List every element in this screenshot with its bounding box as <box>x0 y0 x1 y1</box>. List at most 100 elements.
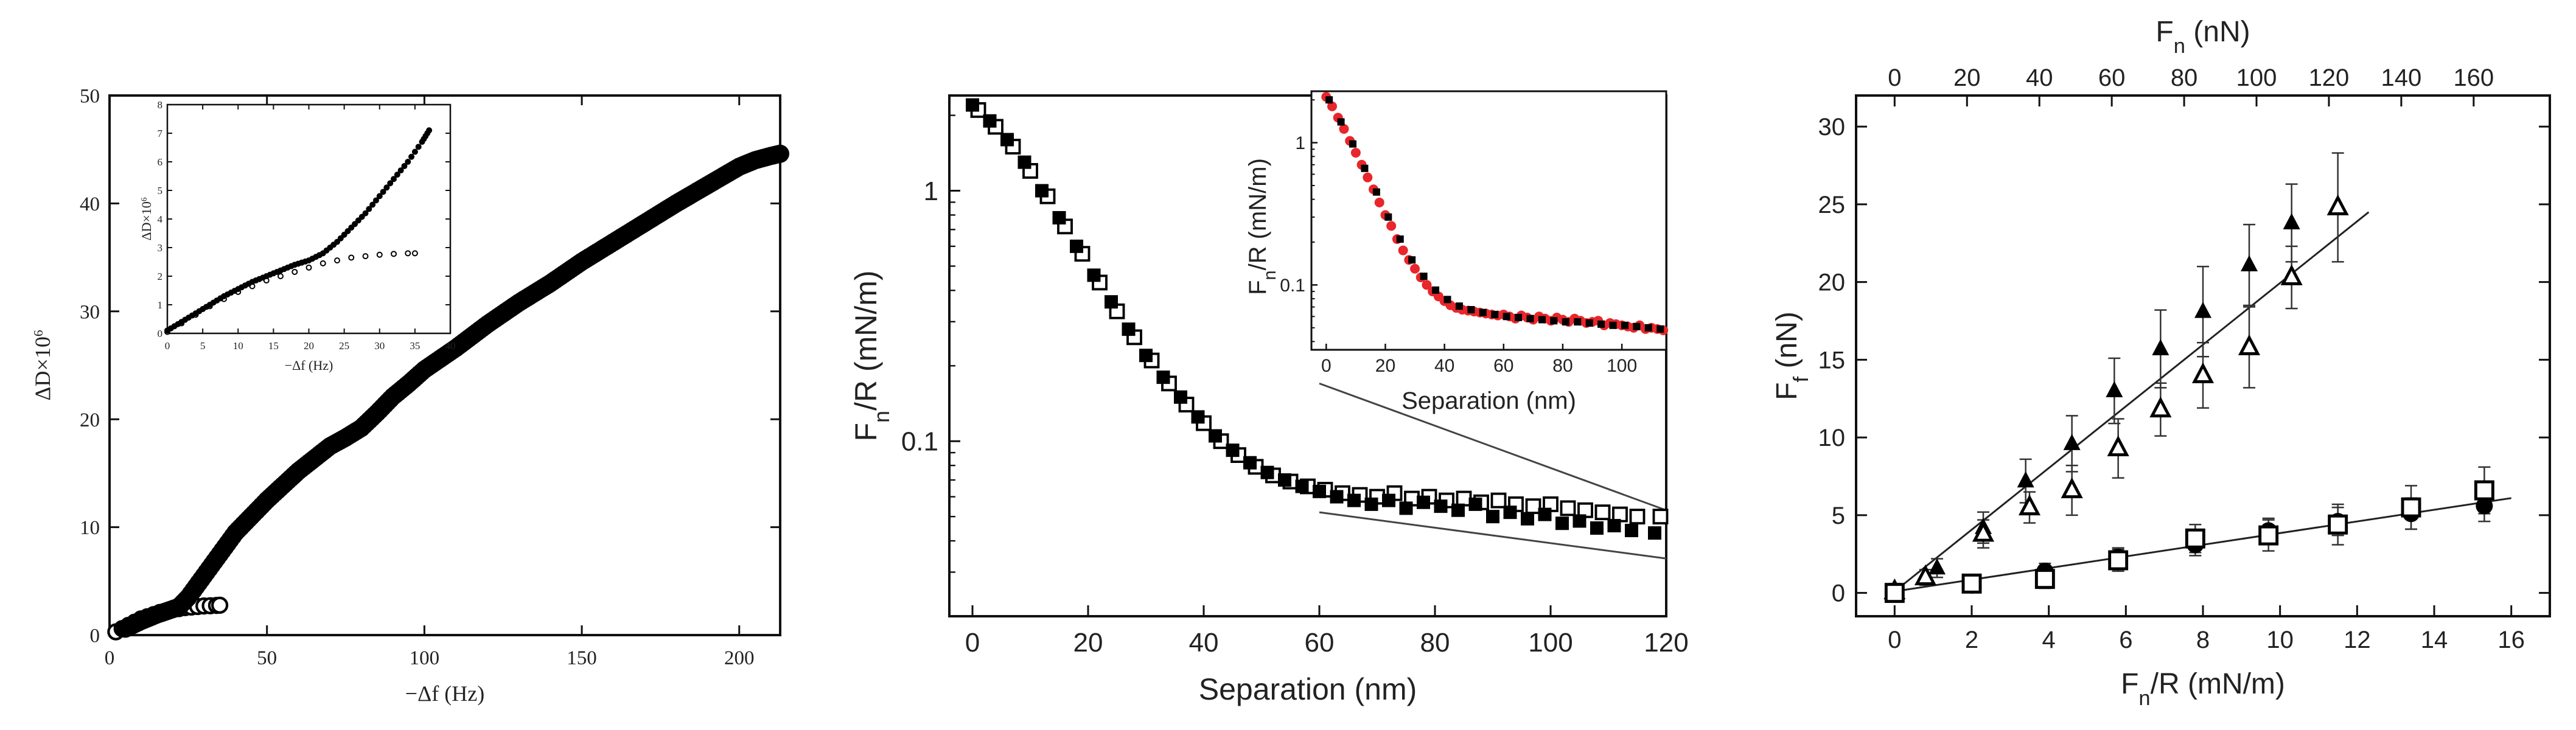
left-inset-point-filled <box>380 189 386 195</box>
right-point-open-square <box>2258 525 2279 546</box>
mid-point-filled <box>1122 322 1136 336</box>
right-fit-line <box>1894 211 2370 593</box>
mid-inset-xlabel: Separation (nm) <box>1401 388 1576 414</box>
right-ytick-label: 10 <box>1818 425 1846 451</box>
mid-point-open <box>1652 509 1669 525</box>
mid-inset-point-black <box>1621 321 1628 329</box>
left-ytick-label: 50 <box>80 86 100 108</box>
right-top-xtick-label: 80 <box>2171 64 2198 91</box>
right-top-xtick-label: 60 <box>2098 64 2126 91</box>
mid-inset-point-red <box>1363 172 1373 182</box>
mid-point-filled <box>983 114 997 128</box>
left-inset-point-open <box>376 251 383 258</box>
mid-point-filled <box>1174 390 1187 404</box>
mid-point-filled <box>1648 526 1661 540</box>
mid-point-open <box>1560 500 1576 516</box>
right-point-open-square <box>2401 497 2421 518</box>
left-inset-xtick-label: 5 <box>200 340 206 352</box>
left-inset-xtick-label: 15 <box>268 340 279 352</box>
mid-ytick-label: 0.1 <box>901 427 938 457</box>
left-inset-point-filled <box>426 127 433 134</box>
mid-point-filled <box>1382 493 1395 507</box>
right-point-open-triangle <box>1972 521 1995 542</box>
left-inset-point-open <box>411 250 418 257</box>
mid-point-filled <box>1035 184 1049 198</box>
mid-inset-xtick-label: 100 <box>1607 356 1637 376</box>
mid-point-filled <box>1417 495 1430 509</box>
right-top-xtick-label: 0 <box>1888 64 1901 91</box>
right-top-xtick-label: 140 <box>2381 64 2422 91</box>
mid-inset-point-black <box>1609 321 1617 329</box>
right-point-filled-triangle <box>2194 302 2211 318</box>
left-ytick-label: 10 <box>80 517 100 539</box>
right-xtick-label: 14 <box>2421 627 2448 653</box>
mid-inset-point-black <box>1574 318 1582 326</box>
mid-inset-point-black <box>1633 322 1641 330</box>
left-xtick-label: 0 <box>105 647 115 669</box>
mid-point-filled <box>1226 443 1240 457</box>
mid-point-filled <box>1364 497 1378 511</box>
mid-point-open <box>1490 492 1507 509</box>
mid-inset-point-black <box>1585 319 1593 327</box>
mid-inset-point-red <box>1398 245 1408 255</box>
mid-inset-ytick-label: 0.1 <box>1280 276 1305 296</box>
mid-point-filled <box>1347 493 1361 507</box>
left-inset-ytick-label: 5 <box>158 185 163 196</box>
mid-point-open <box>1594 504 1611 521</box>
right-point-filled-triangle <box>2241 255 2258 272</box>
mid-inset-point-black <box>1372 188 1380 196</box>
right-point-filled-triangle <box>2152 339 2169 356</box>
mid-xtick-label: 40 <box>1189 628 1219 658</box>
right-ytick-label: 25 <box>1818 192 1846 218</box>
right-top-xlabel: Fn (nN) <box>2155 16 2250 58</box>
left-inset-point-filled <box>401 163 408 170</box>
right-point-open-triangle <box>2061 477 2083 498</box>
mid-point-filled <box>1538 507 1552 521</box>
left-inset-point-open <box>291 268 298 275</box>
mid-point-filled <box>1070 239 1083 253</box>
mid-inset-point-red <box>1374 197 1384 207</box>
left-inset-xlabel: −Δf (Hz) <box>285 358 333 373</box>
right-point-open-triangle <box>1914 564 1937 586</box>
right-point-open-square <box>1961 573 1982 594</box>
left-inset-ytick-label: 1 <box>158 299 163 311</box>
mid-point-filled <box>966 98 979 112</box>
mid-xlabel: Separation (nm) <box>1199 672 1417 706</box>
mid-inset-point-black <box>1656 325 1664 333</box>
left-inset-xtick-label: 10 <box>233 340 243 352</box>
right-xtick-label: 8 <box>2196 627 2210 653</box>
left-inset-point-filled <box>408 153 415 160</box>
mid-point-open <box>1525 498 1541 515</box>
right-point-open-triangle <box>2191 362 2215 383</box>
mid-inset-ytick-label: 1 <box>1295 133 1305 153</box>
right-point-filled-triangle <box>2017 471 2034 488</box>
left-xlabel: −Δf (Hz) <box>405 681 484 706</box>
left-inset-point-filled <box>366 206 372 212</box>
mid-point-filled <box>1399 501 1413 515</box>
right-ytick-label: 0 <box>1832 580 1845 607</box>
left-xtick-label: 150 <box>567 647 597 669</box>
mid-inset-point-black <box>1550 317 1558 325</box>
left-xtick-label: 50 <box>257 647 277 669</box>
right-point-open-triangle <box>2149 396 2172 418</box>
left-inset-ytick-label: 4 <box>158 214 163 225</box>
mid-point-filled <box>1468 497 1482 511</box>
mid-inset-xtick-label: 40 <box>1434 356 1454 376</box>
right-xtick-label: 12 <box>2344 627 2371 653</box>
mid-inset-point-black <box>1479 308 1487 316</box>
mid-inset-point-black <box>1515 313 1523 321</box>
left-inset-frame <box>166 103 452 335</box>
mid-reference-line <box>1319 382 1667 512</box>
mid-point-filled <box>1625 524 1638 538</box>
mid-xtick-label: 100 <box>1528 628 1572 658</box>
left-inset-ytick-label: 0 <box>158 328 163 339</box>
mid-inset-point-black <box>1432 286 1440 294</box>
mid-inset-point-red <box>1339 123 1349 134</box>
right-top-xtick-label: 20 <box>1953 64 1981 91</box>
left-inset-point-open <box>362 253 369 260</box>
right-point-open-square <box>2034 569 2055 589</box>
right-ytick-label: 15 <box>1818 347 1846 374</box>
